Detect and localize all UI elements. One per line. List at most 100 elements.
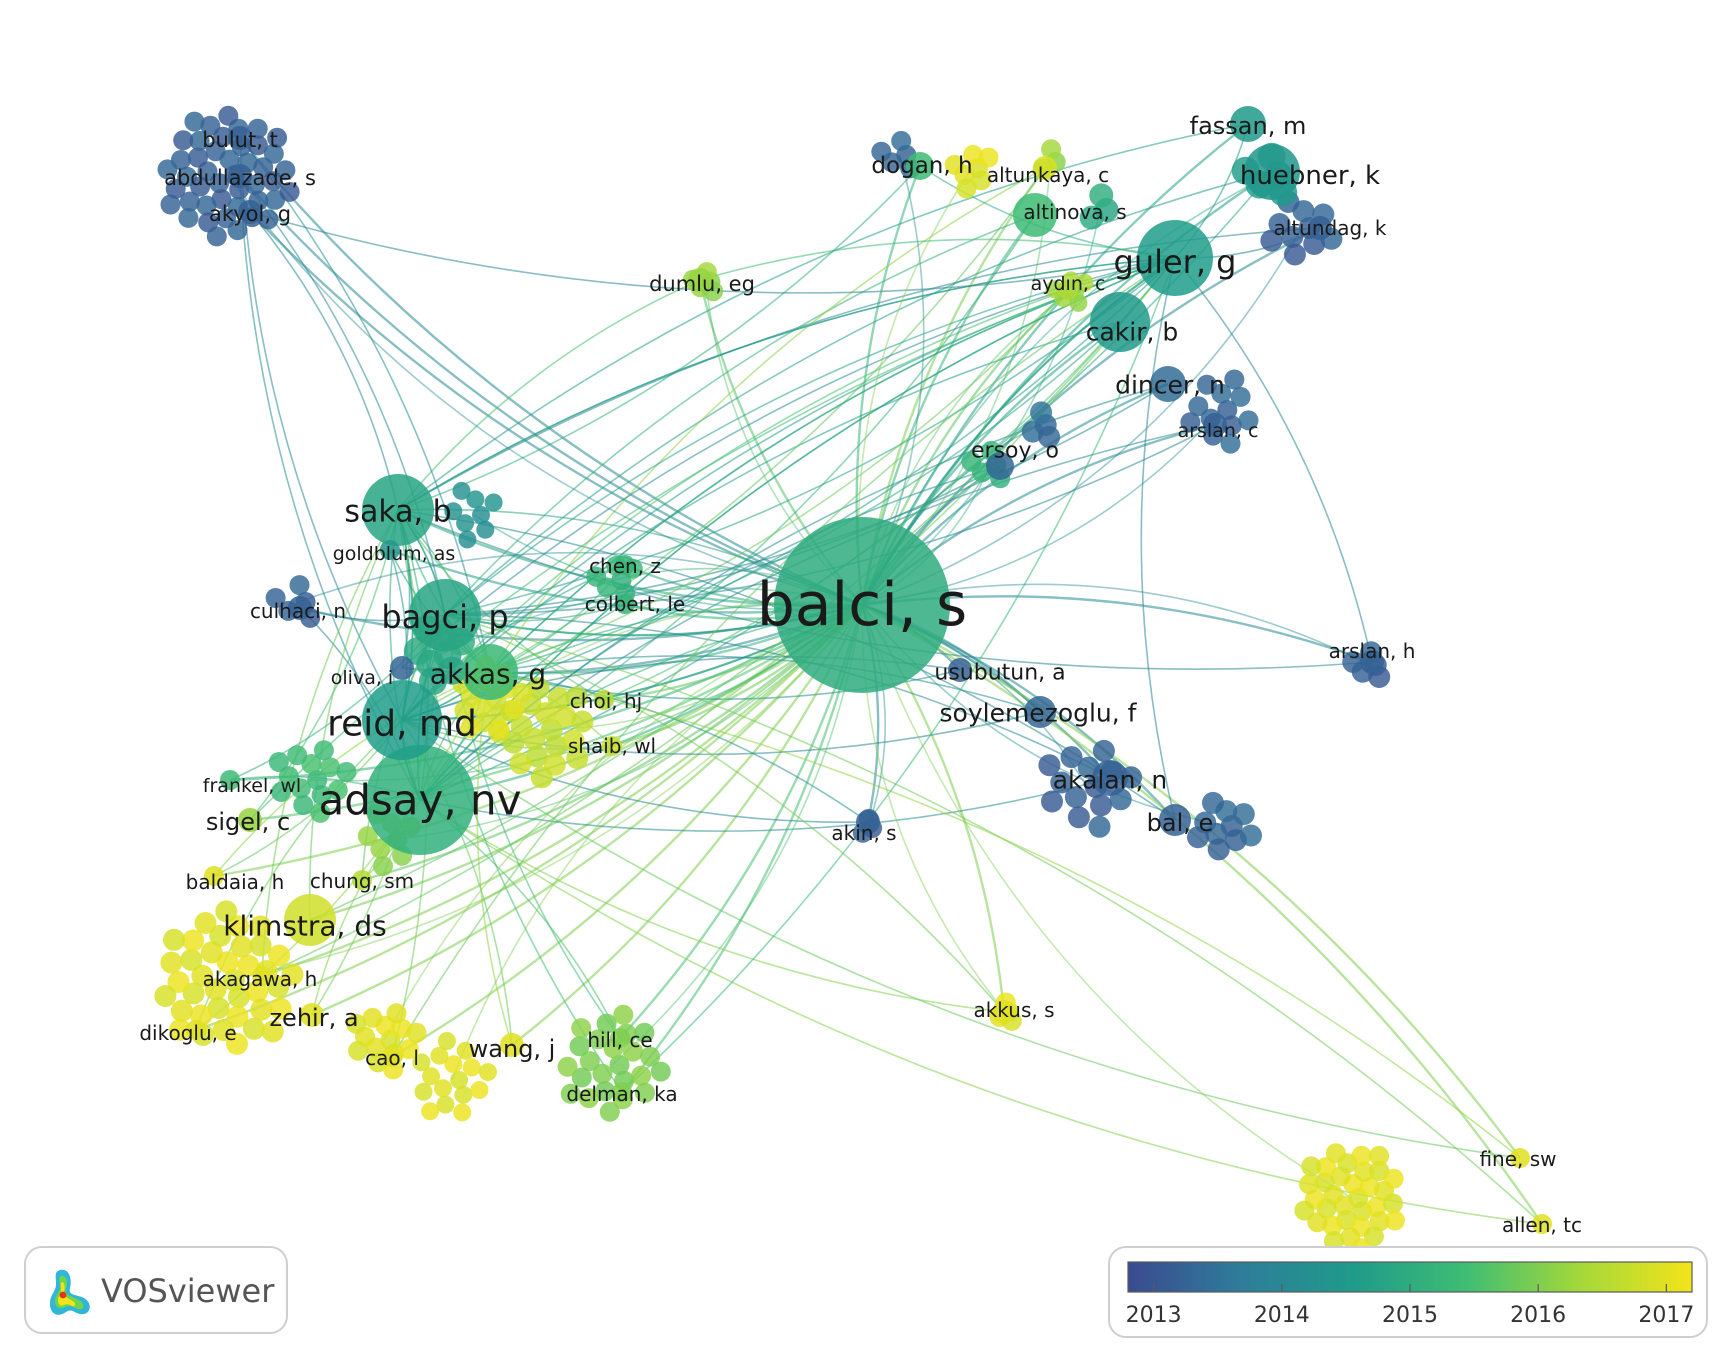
cluster-bubble[interactable] [1089, 816, 1111, 838]
cluster-bubble[interactable] [558, 1057, 578, 1077]
cluster-bubble[interactable] [243, 1018, 265, 1040]
node-label-colbert[interactable]: colbert, le [585, 592, 685, 616]
node-label-akagawa[interactable]: akagawa, h [203, 967, 318, 991]
node-label-bal[interactable]: bal, e [1147, 809, 1214, 837]
cluster-bubble[interactable] [290, 575, 310, 595]
cluster-bubble[interactable] [1030, 401, 1052, 423]
node-label-cao[interactable]: cao, l [365, 1046, 419, 1070]
cluster-bubble[interactable] [1284, 244, 1306, 266]
cluster-bubble[interactable] [476, 521, 494, 539]
cluster-bubble[interactable] [1294, 1201, 1314, 1221]
node-label-fine[interactable]: fine, sw [1479, 1147, 1556, 1171]
node-label-sigel[interactable]: sigel, c [206, 808, 290, 836]
cluster-bubble[interactable] [180, 949, 202, 971]
node-label-aydin[interactable]: aydın, c [1031, 273, 1106, 295]
cluster-bubble[interactable] [1093, 740, 1115, 762]
cluster-bubble[interactable] [293, 795, 313, 815]
cluster-bubble[interactable] [1208, 838, 1230, 860]
cluster-bubble[interactable] [1385, 1211, 1405, 1231]
cluster-bubble[interactable] [421, 1102, 439, 1120]
node-label-dincer[interactable]: dincer, n [1115, 371, 1225, 400]
node-label-baldaia[interactable]: baldaia, h [186, 870, 285, 894]
cluster-bubble[interactable] [1068, 806, 1090, 828]
cluster-bubble[interactable] [207, 226, 227, 246]
cluster-bubble[interactable] [387, 1003, 407, 1023]
node-label-dikoglu[interactable]: dikoglu, e [139, 1021, 236, 1045]
node-label-klimstra[interactable]: klimstra, ds [223, 910, 386, 943]
node-label-saka[interactable]: saka, b [344, 495, 451, 530]
node-label-usubutun[interactable]: usubutun, a [934, 661, 1065, 686]
cluster-bubble[interactable] [1299, 1174, 1319, 1194]
node-label-choi[interactable]: choi, hj [570, 689, 642, 713]
cluster-bubble[interactable] [572, 711, 594, 733]
node-label-dogan[interactable]: dogan, h [871, 153, 972, 179]
cluster-bubble[interactable] [891, 131, 911, 151]
node-label-zehir[interactable]: zehir, a [269, 1004, 358, 1032]
cluster-bubble[interactable] [269, 752, 289, 772]
cluster-bubble[interactable] [458, 530, 476, 548]
cluster-bubble[interactable] [479, 1063, 497, 1081]
node-label-dumlu[interactable]: dumlu, eg [649, 272, 755, 296]
cluster-bubble[interactable] [1384, 1169, 1404, 1189]
cluster-bubble[interactable] [1369, 1146, 1389, 1166]
node-label-adsay[interactable]: adsay, nv [318, 776, 521, 825]
cluster-bubble[interactable] [178, 208, 198, 228]
cluster-bubble[interactable] [438, 1032, 456, 1050]
cluster-bubble[interactable] [171, 1000, 193, 1022]
node-label-altunkaya[interactable]: altunkaya, c [987, 163, 1109, 187]
node-label-altinova[interactable]: altinova, s [1023, 200, 1126, 224]
node-label-altundag[interactable]: altundag, k [1274, 216, 1387, 240]
node-label-soylemezoglu[interactable]: soylemezoglu, f [940, 699, 1138, 728]
node-label-akalan[interactable]: akalan, n [1053, 766, 1168, 795]
node-label-bulut[interactable]: bulut, t [202, 128, 278, 152]
cluster-bubble[interactable] [407, 1023, 427, 1043]
node-label-culhaci[interactable]: culhaci, n [250, 599, 346, 623]
node-label-hill[interactable]: hill, ce [587, 1028, 652, 1052]
cluster-bubble[interactable] [1326, 1143, 1346, 1163]
node-label-arslanc[interactable]: arslan, c [1178, 420, 1259, 442]
cluster-bubble[interactable] [510, 752, 532, 774]
cluster-bubble[interactable] [1383, 1194, 1403, 1214]
cluster-bubble[interactable] [453, 482, 471, 500]
node-label-balci[interactable]: balci, s [757, 570, 968, 640]
cluster-bubble[interactable] [161, 195, 181, 215]
cluster-bubble[interactable] [485, 494, 503, 512]
node-label-chen[interactable]: chen, z [589, 554, 661, 578]
cluster-bubble[interactable] [1233, 803, 1255, 825]
cluster-bubble[interactable] [1301, 1156, 1321, 1176]
node-label-cakir[interactable]: cakir, b [1086, 318, 1179, 347]
cluster-bubble[interactable] [1352, 1146, 1372, 1166]
cluster-bubble[interactable] [163, 929, 185, 951]
cluster-bubble[interactable] [957, 179, 977, 199]
cluster-bubble[interactable] [613, 1005, 633, 1025]
node-label-akyol[interactable]: akyol, g [209, 202, 291, 226]
cluster-bubble[interactable] [160, 952, 182, 974]
cluster-bubble[interactable] [436, 1096, 454, 1114]
node-label-huebner[interactable]: huebner, k [1240, 161, 1380, 191]
node-label-oliva[interactable]: oliva, i [331, 667, 393, 689]
cluster-bubble[interactable] [154, 985, 176, 1007]
node-label-fassan[interactable]: fassan, m [1190, 112, 1307, 140]
cluster-bubble[interactable] [531, 766, 553, 788]
node-label-akin[interactable]: akin, s [831, 821, 896, 845]
node-label-shaib[interactable]: shaib, wl [568, 734, 656, 758]
node-label-arslanh[interactable]: arslan, h [1329, 639, 1416, 663]
node-label-akkas[interactable]: akkas, g [430, 658, 546, 691]
cluster-bubble[interactable] [1090, 794, 1112, 816]
node-label-abdullazade[interactable]: abdullazade, s [164, 166, 316, 190]
node-label-reid[interactable]: reid, md [327, 704, 477, 745]
node-label-ersoy[interactable]: ersoy, o [971, 439, 1059, 464]
node-label-akkus[interactable]: akkus, s [973, 998, 1054, 1022]
cluster-bubble[interactable] [454, 1086, 472, 1104]
node-label-chung[interactable]: chung, sm [310, 869, 414, 893]
cluster-bubble[interactable] [1231, 387, 1251, 407]
node-label-bagci[interactable]: bagci, p [381, 598, 508, 636]
cluster-bubble[interactable] [470, 1081, 488, 1099]
cluster-bubble[interactable] [651, 1062, 671, 1082]
node-label-guler[interactable]: guler, g [1114, 243, 1237, 281]
cluster-bubble[interactable] [415, 1083, 433, 1101]
node-label-delman[interactable]: delman, ka [566, 1082, 677, 1106]
cluster-bubble[interactable] [489, 719, 509, 739]
cluster-bubble[interactable] [195, 912, 217, 934]
